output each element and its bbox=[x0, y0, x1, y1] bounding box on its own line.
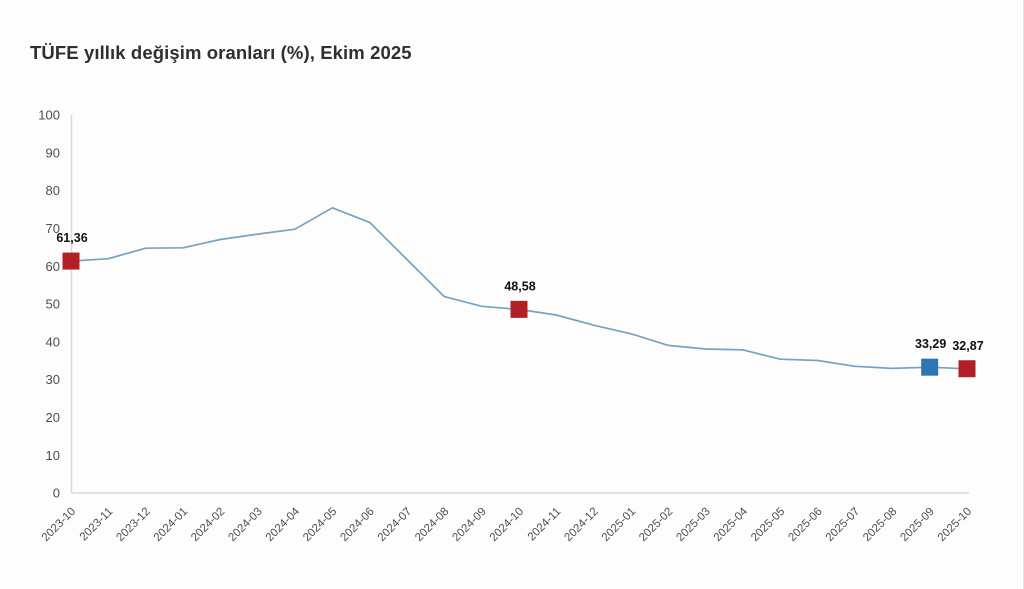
y-tick-label: 90 bbox=[46, 145, 60, 160]
x-tick-label: 2023-11 bbox=[78, 506, 116, 544]
point-label-2025-09: 33,29 bbox=[915, 337, 946, 351]
x-tick-label: 2025-02 bbox=[637, 506, 675, 544]
x-tick-label: 2024-05 bbox=[301, 506, 339, 544]
marker-2025-09 bbox=[921, 358, 939, 376]
y-tick-label: 40 bbox=[46, 334, 60, 349]
x-tick-label: 2024-06 bbox=[338, 506, 376, 544]
x-tick-label: 2025-06 bbox=[786, 506, 824, 544]
x-tick-label: 2025-01 bbox=[600, 506, 638, 544]
x-tick-label: 2025-05 bbox=[749, 506, 787, 544]
y-tick-label: 100 bbox=[38, 108, 60, 123]
marker-2024-10 bbox=[510, 300, 528, 318]
y-tick-label: 0 bbox=[53, 486, 60, 501]
x-tick-label: 2025-09 bbox=[898, 506, 936, 544]
point-label-2024-10: 48,58 bbox=[504, 279, 535, 293]
x-tick-label: 2025-03 bbox=[674, 506, 712, 544]
x-tick-label: 2024-11 bbox=[526, 506, 564, 544]
y-tick-label: 70 bbox=[46, 221, 60, 236]
x-tick-label: 2025-08 bbox=[861, 506, 899, 544]
x-tick-label: 2025-04 bbox=[712, 505, 751, 544]
y-tick-label: 30 bbox=[46, 372, 60, 387]
x-tick-label: 2024-08 bbox=[413, 506, 451, 544]
x-tick-label: 2023-10 bbox=[40, 506, 78, 544]
marker-2023-10 bbox=[62, 252, 80, 270]
x-tick-label: 2024-09 bbox=[450, 506, 488, 544]
x-tick-label: 2025-07 bbox=[824, 506, 862, 544]
chart-title: TÜFE yıllık değişim oranları (%), Ekim 2… bbox=[30, 42, 412, 63]
y-tick-label: 50 bbox=[46, 297, 60, 312]
marker-2025-10 bbox=[958, 360, 976, 378]
x-tick-label: 2024-12 bbox=[562, 506, 600, 544]
x-tick-label: 2024-03 bbox=[226, 506, 264, 544]
x-tick-label: 2024-01 bbox=[152, 506, 190, 544]
y-tick-label: 60 bbox=[46, 259, 60, 274]
x-tick-label: 2024-02 bbox=[189, 506, 227, 544]
y-tick-label: 20 bbox=[46, 410, 60, 425]
point-label-2025-10: 32,87 bbox=[952, 339, 983, 353]
x-tick-label: 2023-12 bbox=[114, 506, 152, 544]
x-tick-label: 2024-07 bbox=[376, 506, 414, 544]
x-tick-label: 2025-10 bbox=[936, 506, 974, 544]
x-tick-label: 2024-10 bbox=[488, 506, 526, 544]
y-tick-label: 80 bbox=[46, 183, 60, 198]
y-tick-label: 10 bbox=[46, 448, 60, 463]
x-tick-label: 2024-04 bbox=[264, 505, 303, 544]
point-label-2023-10: 61,36 bbox=[56, 231, 87, 245]
